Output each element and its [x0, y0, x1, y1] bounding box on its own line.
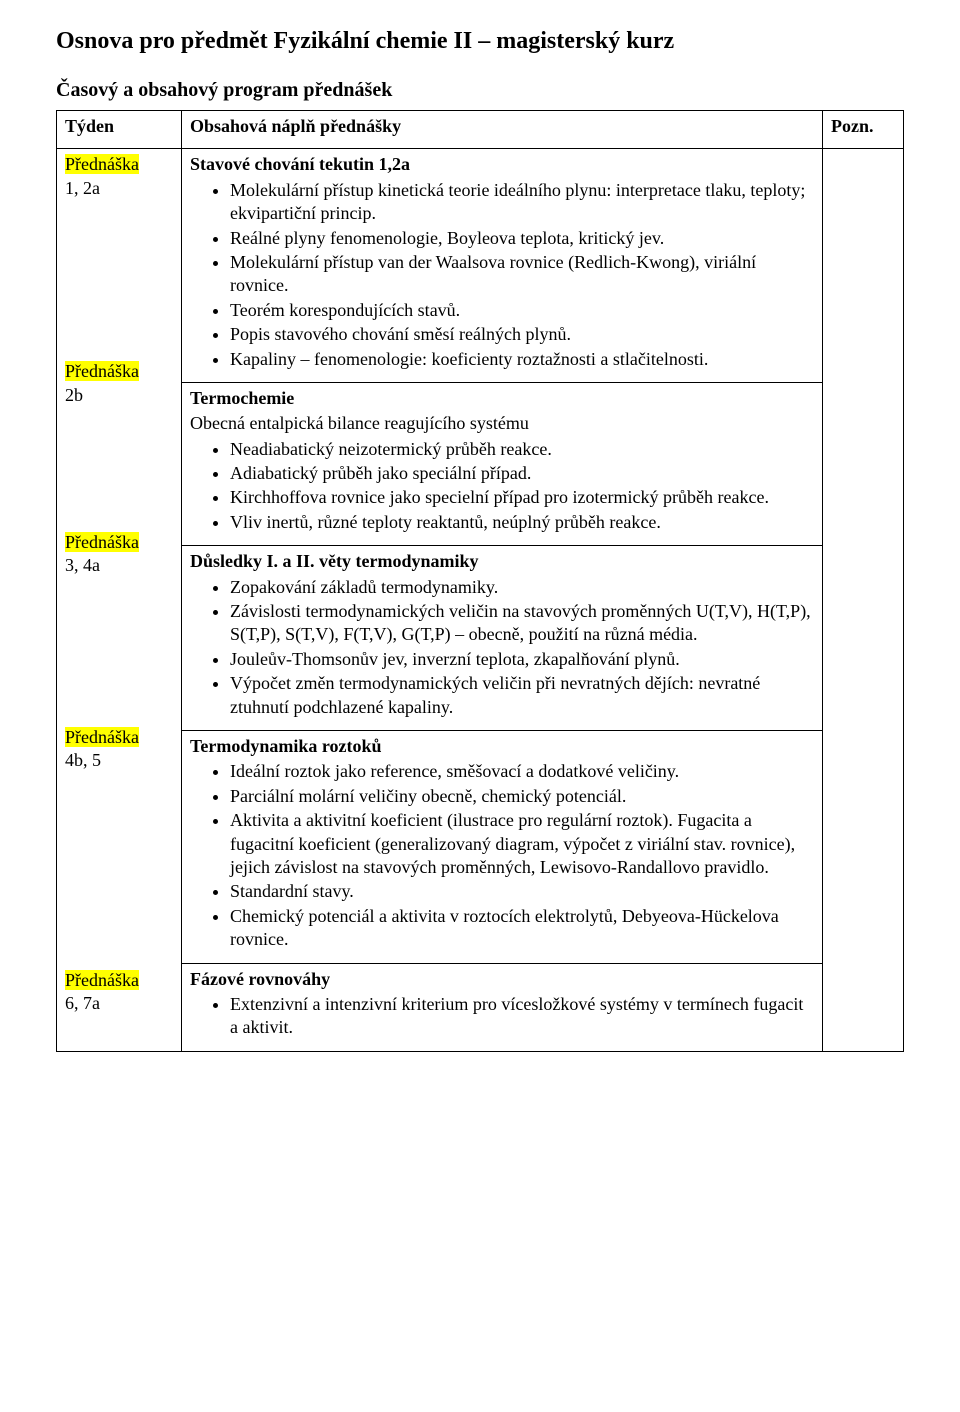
bullet-list: Zopakování základů termodynamiky. Závisl… [190, 576, 814, 719]
content-cell: Fázové rovnováhy Extenzivní a intenzivní… [182, 963, 823, 1051]
table-row: Přednáška 1, 2a Přednáška 2b Přednáška 3… [57, 149, 904, 383]
col-week-header: Týden [57, 111, 182, 149]
list-item: Kirchhoffova rovnice jako specielní příp… [230, 486, 814, 509]
notes-cell [823, 149, 904, 1051]
list-item: Kapaliny – fenomenologie: koeficienty ro… [230, 348, 814, 371]
list-item: Teorém korespondujících stavů. [230, 299, 814, 322]
topic-subtitle: Obecná entalpická bilance reagujícího sy… [190, 412, 814, 435]
topic-heading: Stavové chování tekutin 1,2a [190, 153, 814, 176]
list-item: Závislosti termodynamických veličin na s… [230, 600, 814, 647]
list-item: Jouleův-Thomsonův jev, inverzní teplota,… [230, 648, 814, 671]
page-title: Osnova pro předmět Fyzikální chemie II –… [56, 28, 904, 55]
topic-heading: Důsledky I. a II. věty termodynamiky [190, 550, 814, 573]
bullet-list: Extenzivní a intenzivní kriterium pro ví… [190, 993, 814, 1040]
week-highlight: Přednáška [65, 154, 139, 174]
list-item: Vliv inertů, různé teploty reaktantů, ne… [230, 511, 814, 534]
week-number: 3, 4a [65, 555, 100, 575]
list-item: Molekulární přístup kinetická teorie ide… [230, 179, 814, 226]
list-item: Standardní stavy. [230, 880, 814, 903]
col-content-header: Obsahová náplň přednášky [182, 111, 823, 149]
week-highlight: Přednáška [65, 970, 139, 990]
week-number: 2b [65, 385, 83, 405]
table-row: Termodynamika roztoků Ideální roztok jak… [57, 730, 904, 963]
content-cell: Stavové chování tekutin 1,2a Molekulární… [182, 149, 823, 383]
bullet-list: Neadiabatický neizotermický průběh reakc… [190, 438, 814, 535]
table-header-row: Týden Obsahová náplň přednášky Pozn. [57, 111, 904, 149]
bullet-list: Ideální roztok jako reference, směšovací… [190, 760, 814, 951]
content-cell: Termochemie Obecná entalpická bilance re… [182, 382, 823, 545]
col-notes-header: Pozn. [823, 111, 904, 149]
week-highlight: Přednáška [65, 361, 139, 381]
table-row: Fázové rovnováhy Extenzivní a intenzivní… [57, 963, 904, 1051]
week-block: Přednáška 2b [65, 360, 173, 407]
week-block: Přednáška 1, 2a [65, 153, 173, 200]
list-item: Aktivita a aktivitní koeficient (ilustra… [230, 809, 814, 879]
week-block: Přednáška 4b, 5 [65, 726, 173, 773]
bullet-list: Molekulární přístup kinetická teorie ide… [190, 179, 814, 371]
document-page: Osnova pro předmět Fyzikální chemie II –… [0, 0, 960, 1092]
list-item: Reálné plyny fenomenologie, Boyleova tep… [230, 227, 814, 250]
table-row: Termochemie Obecná entalpická bilance re… [57, 382, 904, 545]
topic-heading: Termochemie [190, 387, 814, 410]
week-block: Přednáška 6, 7a [65, 969, 173, 1016]
week-number: 6, 7a [65, 993, 100, 1013]
list-item: Chemický potenciál a aktivita v roztocíc… [230, 905, 814, 952]
table-row: Důsledky I. a II. věty termodynamiky Zop… [57, 546, 904, 731]
week-block: Přednáška 3, 4a [65, 531, 173, 578]
week-highlight: Přednáška [65, 532, 139, 552]
list-item: Ideální roztok jako reference, směšovací… [230, 760, 814, 783]
topic-heading: Termodynamika roztoků [190, 735, 814, 758]
list-item: Adiabatický průběh jako speciální případ… [230, 462, 814, 485]
list-item: Molekulární přístup van der Waalsova rov… [230, 251, 814, 298]
week-number: 1, 2a [65, 178, 100, 198]
list-item: Popis stavového chování směsí reálných p… [230, 323, 814, 346]
content-cell: Důsledky I. a II. věty termodynamiky Zop… [182, 546, 823, 731]
week-number: 4b, 5 [65, 750, 101, 770]
topic-heading: Fázové rovnováhy [190, 968, 814, 991]
list-item: Extenzivní a intenzivní kriterium pro ví… [230, 993, 814, 1040]
week-cell: Přednáška 1, 2a Přednáška 2b Přednáška 3… [57, 149, 182, 1051]
list-item: Výpočet změn termodynamických veličin př… [230, 672, 814, 719]
list-item: Neadiabatický neizotermický průběh reakc… [230, 438, 814, 461]
list-item: Zopakování základů termodynamiky. [230, 576, 814, 599]
week-highlight: Přednáška [65, 727, 139, 747]
content-cell: Termodynamika roztoků Ideální roztok jak… [182, 730, 823, 963]
list-item: Parciální molární veličiny obecně, chemi… [230, 785, 814, 808]
section-heading: Časový a obsahový program přednášek [56, 79, 904, 102]
syllabus-table: Týden Obsahová náplň přednášky Pozn. Pře… [56, 110, 904, 1052]
